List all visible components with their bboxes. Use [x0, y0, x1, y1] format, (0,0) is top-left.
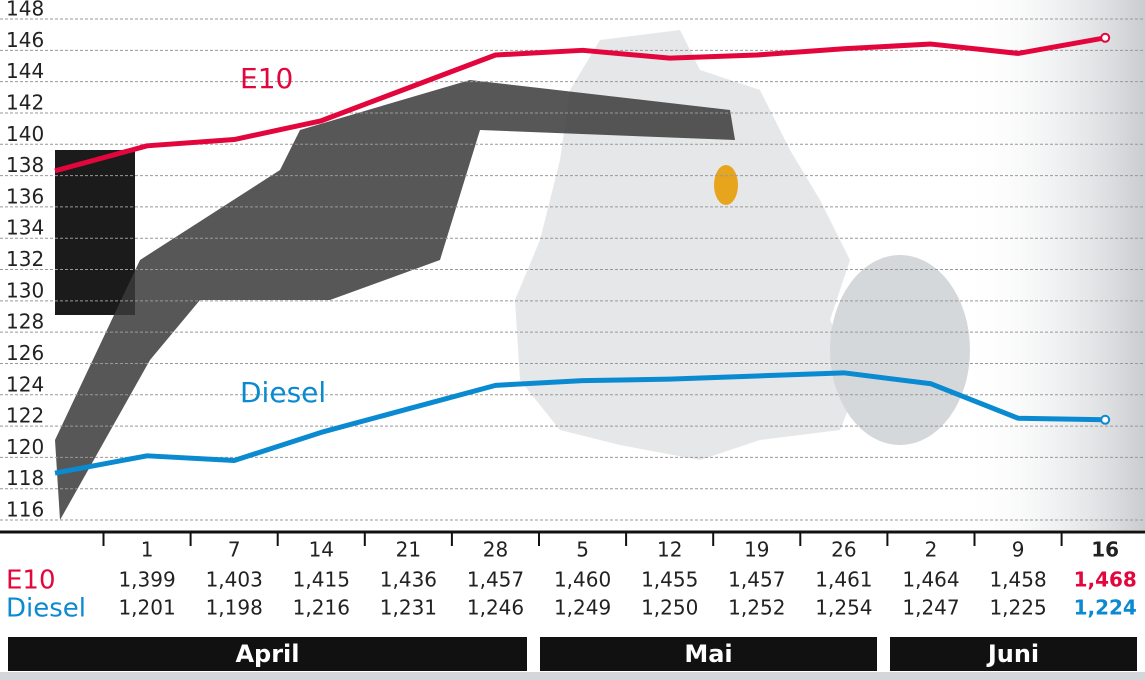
- value-label: 1,461: [815, 568, 872, 592]
- y-tick-label: 122: [6, 404, 44, 428]
- value-label: 1,216: [293, 596, 350, 620]
- value-label: 1,198: [206, 596, 263, 620]
- x-tick-label: 26: [831, 538, 856, 562]
- value-label: 1,249: [554, 596, 611, 620]
- y-tick-label: 146: [6, 28, 44, 52]
- value-label: 1,247: [902, 596, 959, 620]
- x-tick-label: 28: [483, 538, 508, 562]
- value-label: 1,436: [380, 568, 437, 592]
- end-point: [1101, 34, 1109, 42]
- fuel-cap: [830, 255, 970, 445]
- row-label: Diesel: [6, 594, 86, 624]
- y-tick-label: 120: [6, 435, 44, 459]
- y-tick-label: 136: [6, 184, 44, 208]
- value-label: 1,254: [815, 596, 872, 620]
- value-label: 1,224: [1074, 596, 1137, 620]
- value-label: 1,457: [467, 568, 524, 592]
- y-tick-label: 132: [6, 247, 44, 271]
- line-label: E10: [240, 62, 293, 95]
- value-label: 1,201: [118, 596, 175, 620]
- value-label: 1,399: [118, 568, 175, 592]
- value-label: 1,457: [728, 568, 785, 592]
- x-tick-label: 5: [576, 538, 589, 562]
- y-tick-label: 118: [6, 466, 44, 490]
- fuel-drop: [714, 165, 738, 205]
- end-point: [1101, 416, 1109, 424]
- x-tick-label: 14: [309, 538, 334, 562]
- y-tick-label: 144: [6, 59, 44, 83]
- row-label: E10: [6, 566, 56, 596]
- month-label: Juni: [986, 640, 1039, 668]
- value-label: 1,403: [206, 568, 263, 592]
- y-tick-label: 130: [6, 278, 44, 302]
- sleeve: [55, 150, 135, 315]
- value-label: 1,252: [728, 596, 785, 620]
- x-tick-label: 7: [228, 538, 241, 562]
- y-tick-label: 124: [6, 372, 44, 396]
- line-label: Diesel: [240, 376, 326, 409]
- y-tick-label: 148: [6, 0, 44, 21]
- car-image: [960, 0, 1145, 530]
- x-tick-label: 12: [657, 538, 682, 562]
- y-tick-label: 140: [6, 122, 44, 146]
- bottom-strip: [0, 672, 1145, 680]
- month-label: April: [235, 640, 299, 668]
- y-tick-label: 138: [6, 153, 44, 177]
- x-tick-label: 1: [141, 538, 154, 562]
- x-tick-label: 9: [1012, 538, 1025, 562]
- value-label: 1,231: [380, 596, 437, 620]
- value-label: 1,415: [293, 568, 350, 592]
- month-label: Mai: [684, 640, 732, 668]
- x-tick-label: 2: [925, 538, 938, 562]
- y-tick-label: 116: [6, 498, 44, 522]
- value-label: 1,468: [1074, 568, 1137, 592]
- value-label: 1,460: [554, 568, 611, 592]
- value-label: 1,458: [989, 568, 1046, 592]
- value-label: 1,455: [641, 568, 698, 592]
- value-label: 1,246: [467, 596, 524, 620]
- x-tick-label: 16: [1091, 538, 1119, 562]
- x-tick-label: 19: [744, 538, 769, 562]
- x-tick-label: 21: [396, 538, 421, 562]
- y-tick-label: 134: [6, 216, 44, 240]
- chart: 1161181201221241261281301321341361381401…: [0, 0, 1145, 680]
- value-label: 1,250: [641, 596, 698, 620]
- value-label: 1,464: [902, 568, 959, 592]
- y-tick-label: 126: [6, 341, 44, 365]
- value-label: 1,225: [989, 596, 1046, 620]
- y-tick-label: 142: [6, 90, 44, 114]
- y-tick-label: 128: [6, 310, 44, 334]
